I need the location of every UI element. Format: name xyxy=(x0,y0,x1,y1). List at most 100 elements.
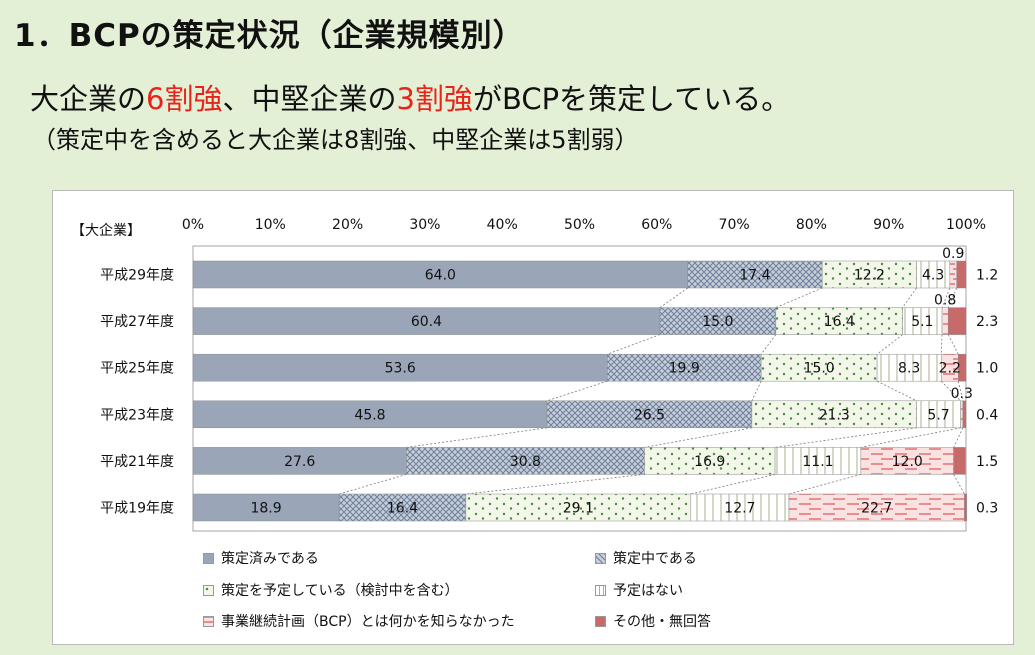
data-label: 18.9 xyxy=(250,501,281,517)
legend-label: 策定中である xyxy=(613,551,697,567)
series-connector-line xyxy=(876,334,903,355)
bar-segment xyxy=(947,307,967,335)
data-label: 21.3 xyxy=(819,407,850,423)
data-label: 5.1 xyxy=(911,314,933,330)
series-connector-line xyxy=(775,287,823,308)
x-tick-label: 90% xyxy=(873,217,904,233)
data-label: 64.0 xyxy=(425,268,456,284)
data-label: 17.4 xyxy=(739,268,770,284)
data-label: 12.0 xyxy=(892,454,923,470)
x-tick-label: 0% xyxy=(182,217,204,233)
y-category-label: 平成25年度 xyxy=(100,361,174,377)
bar-segment xyxy=(751,400,917,429)
chart-marks: 【大企業】 0% 10% 20% 30% 40% 50% 60% 70% 80% 90% 100% 平成… xyxy=(71,217,998,532)
y-category-label: 平成21年度 xyxy=(100,454,174,470)
data-label: 27.6 xyxy=(284,454,315,470)
series-connector-line xyxy=(941,287,951,308)
headline-part2: 、中堅企業の xyxy=(222,82,397,116)
series-connector-line xyxy=(644,427,752,448)
bar-segment xyxy=(546,400,753,429)
bar-segment xyxy=(962,400,967,429)
legend-label: 事業継続計画（BCP）とは何かを知らなかった xyxy=(221,614,515,630)
chart-panel: 【大企業】 0% 10% 20% 30% 40% 50% 60% 70% 80% 90% 100% 平成… xyxy=(52,190,1014,645)
bar-segment xyxy=(775,307,903,335)
bar-segment xyxy=(607,353,762,382)
data-label: 12.7 xyxy=(724,501,755,517)
data-label: 0.4 xyxy=(976,407,998,423)
bar-segment xyxy=(941,307,949,335)
legend-item-no-plan: 予定はない xyxy=(595,580,683,600)
data-label: 5.7 xyxy=(927,407,949,423)
bar-segment xyxy=(192,493,340,522)
legend-label: 予定はない xyxy=(613,583,683,599)
x-tick-label: 10% xyxy=(255,217,286,233)
data-label: 2.2 xyxy=(939,361,961,377)
data-label: 15.0 xyxy=(804,361,835,377)
legend-swatch-solid xyxy=(203,552,214,564)
page-title: 1．BCPの策定状況（企業規模別） xyxy=(14,18,525,54)
data-label: 4.3 xyxy=(922,268,944,284)
series-connector-line xyxy=(690,474,776,495)
headline-highlight-large: 6割強 xyxy=(146,82,223,116)
x-tick-label: 70% xyxy=(719,217,750,233)
series-connector-line xyxy=(659,287,688,308)
legend-swatch-dashes xyxy=(203,615,214,627)
series-connector-line xyxy=(947,287,958,308)
bar-segment xyxy=(860,447,954,475)
x-tick-label: 20% xyxy=(332,217,363,233)
legend-item-planned: 策定を予定している（検討中を含む） xyxy=(203,580,459,600)
bar-segment xyxy=(644,447,776,475)
data-label: 45.8 xyxy=(354,407,385,423)
legend-swatch-lines xyxy=(595,584,606,596)
bar-segment xyxy=(956,260,967,289)
bar-segment xyxy=(690,493,790,522)
headline-part3: がBCPを策定している。 xyxy=(472,82,791,116)
legend-label: その他・無回答 xyxy=(613,614,711,630)
bar-segment xyxy=(876,353,942,382)
data-label: 16.4 xyxy=(387,501,418,517)
data-label: 0.8 xyxy=(934,293,956,309)
y-category-label: 平成29年度 xyxy=(100,268,174,284)
series-connector-line xyxy=(940,334,943,355)
data-label: 0.9 xyxy=(942,246,964,262)
x-tick-label: 40% xyxy=(487,217,518,233)
bar-segment xyxy=(958,353,967,382)
bar-segment xyxy=(192,400,548,429)
data-label: 19.9 xyxy=(669,361,700,377)
bar-segment xyxy=(338,493,467,522)
series-connector-line xyxy=(953,427,964,448)
data-label: 53.6 xyxy=(385,361,416,377)
series-connector-line xyxy=(957,381,964,401)
bar-segment xyxy=(916,400,961,429)
headline-highlight-mid: 3割強 xyxy=(396,82,473,116)
bar-segment xyxy=(687,260,823,289)
bar-segment xyxy=(659,307,777,335)
series-connector-line xyxy=(940,380,961,402)
legend-item-unaware: 事業継続計画（BCP）とは何かを知らなかった xyxy=(203,611,515,631)
bar-segment xyxy=(192,447,407,475)
bar-segment xyxy=(960,400,964,429)
subheadline: （策定中を含めると大企業は8割強、中堅企業は5割弱） xyxy=(32,126,639,154)
data-label: 22.7 xyxy=(861,501,892,517)
bar-segment xyxy=(760,353,878,382)
bar-segment xyxy=(953,447,966,475)
plot-area-border xyxy=(192,245,967,532)
y-category-label: 平成27年度 xyxy=(100,314,174,330)
series-connector-line xyxy=(876,380,917,402)
x-tick-label: 60% xyxy=(641,217,672,233)
data-label: 12.2 xyxy=(854,268,885,284)
data-label: 16.4 xyxy=(824,314,855,330)
legend-label: 策定済みである xyxy=(221,551,319,567)
bar-segment xyxy=(788,493,965,522)
bar-segment xyxy=(192,353,608,382)
data-label: 29.1 xyxy=(563,501,594,517)
stacked-bar-chart: 【大企業】 0% 10% 20% 30% 40% 50% 60% 70% 80% 90% 100% 平成… xyxy=(71,217,998,532)
legend-item-adopted: 策定済みである xyxy=(203,548,319,568)
series-connector-line xyxy=(607,334,661,355)
legend-item-other: その他・無回答 xyxy=(595,611,711,631)
legend-swatch-crosshatch xyxy=(595,552,606,564)
series-connector-line xyxy=(760,334,777,355)
data-label: 26.5 xyxy=(634,407,665,423)
headline-part1: 大企業の xyxy=(30,82,147,116)
series-connector-line xyxy=(947,334,959,355)
